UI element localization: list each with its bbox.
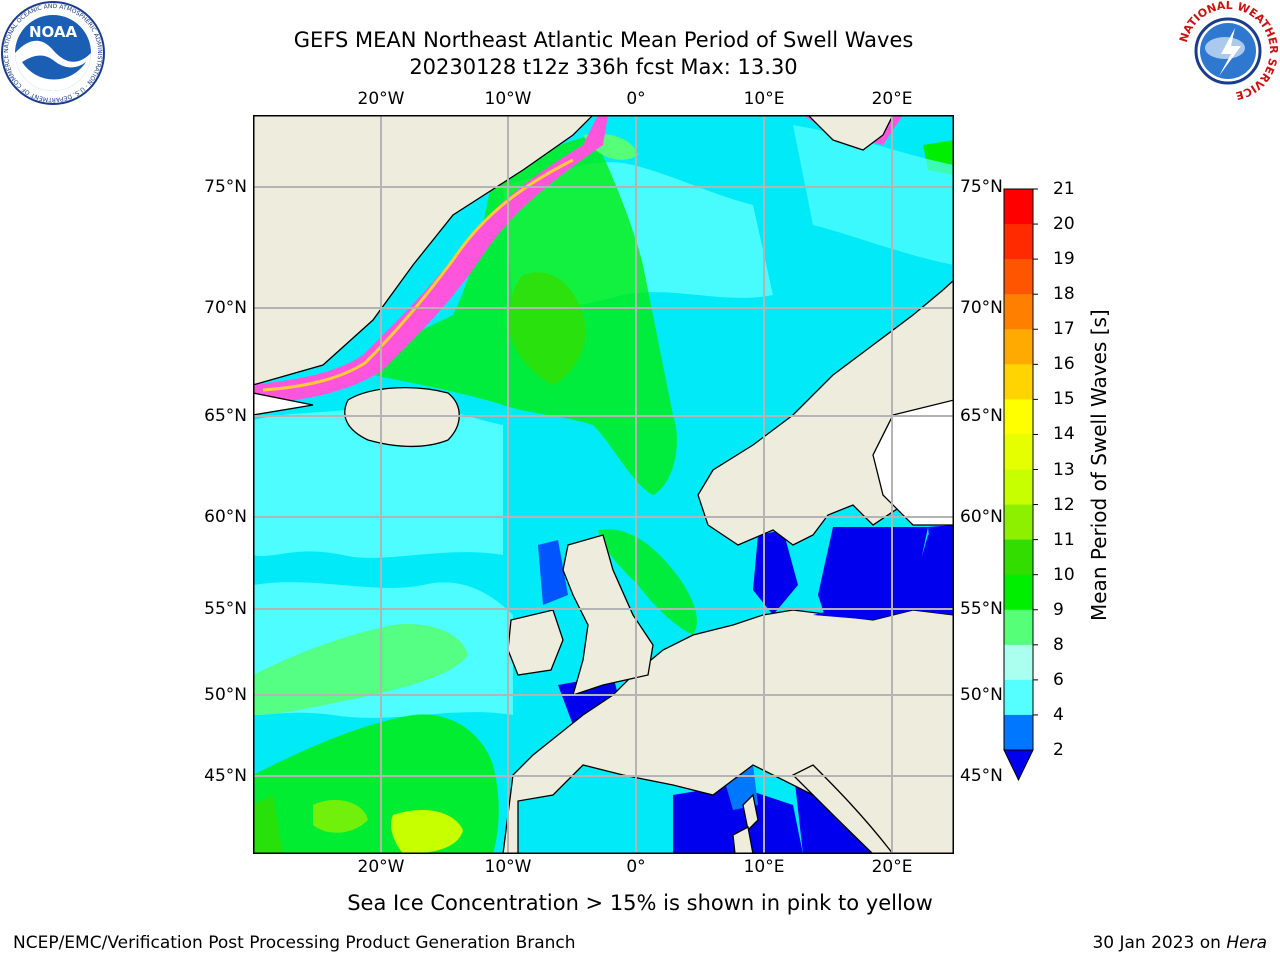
- chart-subtitle: 20230128 t12z 336h fcst Max: 13.30: [409, 55, 798, 79]
- colorbar-band: [1004, 224, 1033, 260]
- colorbar-band: [1004, 329, 1033, 365]
- colorbar-band: [1004, 679, 1033, 716]
- lat-tick-left: 45°N: [204, 766, 247, 786]
- lat-tick-left: 70°N: [204, 298, 247, 318]
- colorbar-label: 8: [1053, 634, 1064, 655]
- lat-tick-right: 45°N: [960, 766, 1003, 786]
- credit-date: 30 Jan 2023 on: [1092, 933, 1227, 953]
- credit-left: NCEP/EMC/Verification Post Processing Pr…: [13, 933, 576, 953]
- colorbar-band: [1004, 714, 1033, 750]
- colorbar-label: 9: [1053, 599, 1064, 620]
- lon-tick-bottom: 0°: [626, 857, 646, 877]
- colorbar-label: 16: [1053, 354, 1075, 375]
- colorbar-label: 21: [1053, 179, 1075, 199]
- lon-tick-bottom: 10°E: [743, 857, 785, 877]
- noaa-logo: NATIONAL OCEANIC AND ATMOSPHERIC ADMINIS…: [0, 0, 105, 105]
- lon-tick-bottom: 20°E: [871, 857, 913, 877]
- colorbar-band: [1004, 294, 1033, 330]
- colorbar-band: [1004, 469, 1033, 506]
- nws-logo: NATIONAL WEATHER SERVICE: [1177, 0, 1280, 102]
- colorbar-label: 4: [1053, 704, 1064, 725]
- lat-tick-right: 75°N: [960, 177, 1003, 197]
- colorbar-band: [1004, 539, 1033, 576]
- colorbar-label: 2: [1053, 740, 1064, 760]
- lon-tick-bottom: 10°W: [484, 857, 532, 877]
- colorbar-label: 10: [1053, 564, 1075, 585]
- period-field: [253, 125, 954, 854]
- colorbar-bands: [1004, 188, 1038, 751]
- colorbar-band: [1004, 364, 1033, 400]
- lat-tick-right: 55°N: [960, 599, 1003, 619]
- colorbar-label: 14: [1053, 424, 1075, 445]
- lon-tick-top: 20°E: [871, 89, 913, 109]
- lat-tick-right: 60°N: [960, 507, 1003, 527]
- colorbar-label: 19: [1053, 249, 1075, 270]
- lon-tick-top: 10°W: [484, 89, 532, 109]
- colorbar-band: [1004, 609, 1033, 646]
- lat-tick-left: 60°N: [204, 507, 247, 527]
- colorbar-band: [1004, 399, 1033, 435]
- lat-tick-left: 75°N: [204, 177, 247, 197]
- lat-tick-left: 65°N: [204, 406, 247, 426]
- lon-tick-top: 20°W: [357, 89, 405, 109]
- colorbar-label: 20: [1053, 214, 1075, 235]
- lon-tick-top: 10°E: [743, 89, 785, 109]
- graticule: [253, 115, 954, 854]
- colorbar-band: [1004, 434, 1033, 470]
- colorbar-label: 17: [1053, 319, 1075, 340]
- colorbar-extend-arrow: [1003, 749, 1034, 782]
- colorbar-label: 11: [1053, 529, 1075, 550]
- colorbar-band: [1004, 259, 1033, 295]
- land: [253, 115, 954, 854]
- lat-tick-right: 65°N: [960, 406, 1003, 426]
- colorbar-label: 18: [1053, 284, 1075, 305]
- lat-tick-left: 55°N: [204, 599, 247, 619]
- colorbar: [1003, 188, 1038, 782]
- colorbar-title: Mean Period of Swell Waves [s]: [1087, 309, 1111, 621]
- sea-ice-note: Sea Ice Concentration > 15% is shown in …: [347, 891, 933, 915]
- lon-tick-top: 0°: [626, 89, 646, 109]
- map-frame: [253, 115, 954, 854]
- lat-tick-right: 70°N: [960, 298, 1003, 318]
- lat-tick-right: 50°N: [960, 685, 1003, 705]
- swell-period-map: [253, 115, 954, 854]
- credit-host: Hera: [1226, 933, 1267, 953]
- svg-text:NOAA: NOAA: [29, 23, 78, 41]
- colorbar-label: 6: [1053, 669, 1064, 690]
- lat-tick-left: 50°N: [204, 685, 247, 705]
- colorbar-band: [1004, 189, 1033, 225]
- colorbar-band: [1004, 504, 1033, 541]
- chart-title: GEFS MEAN Northeast Atlantic Mean Period…: [293, 28, 914, 52]
- colorbar-label: 12: [1053, 494, 1075, 515]
- colorbar-label: 13: [1053, 459, 1075, 480]
- colorbar-band: [1004, 644, 1033, 681]
- lon-tick-bottom: 20°W: [357, 857, 405, 877]
- credit-right: 30 Jan 2023 on Hera: [1092, 933, 1267, 953]
- colorbar-label: 15: [1053, 389, 1075, 410]
- colorbar-band: [1004, 574, 1033, 611]
